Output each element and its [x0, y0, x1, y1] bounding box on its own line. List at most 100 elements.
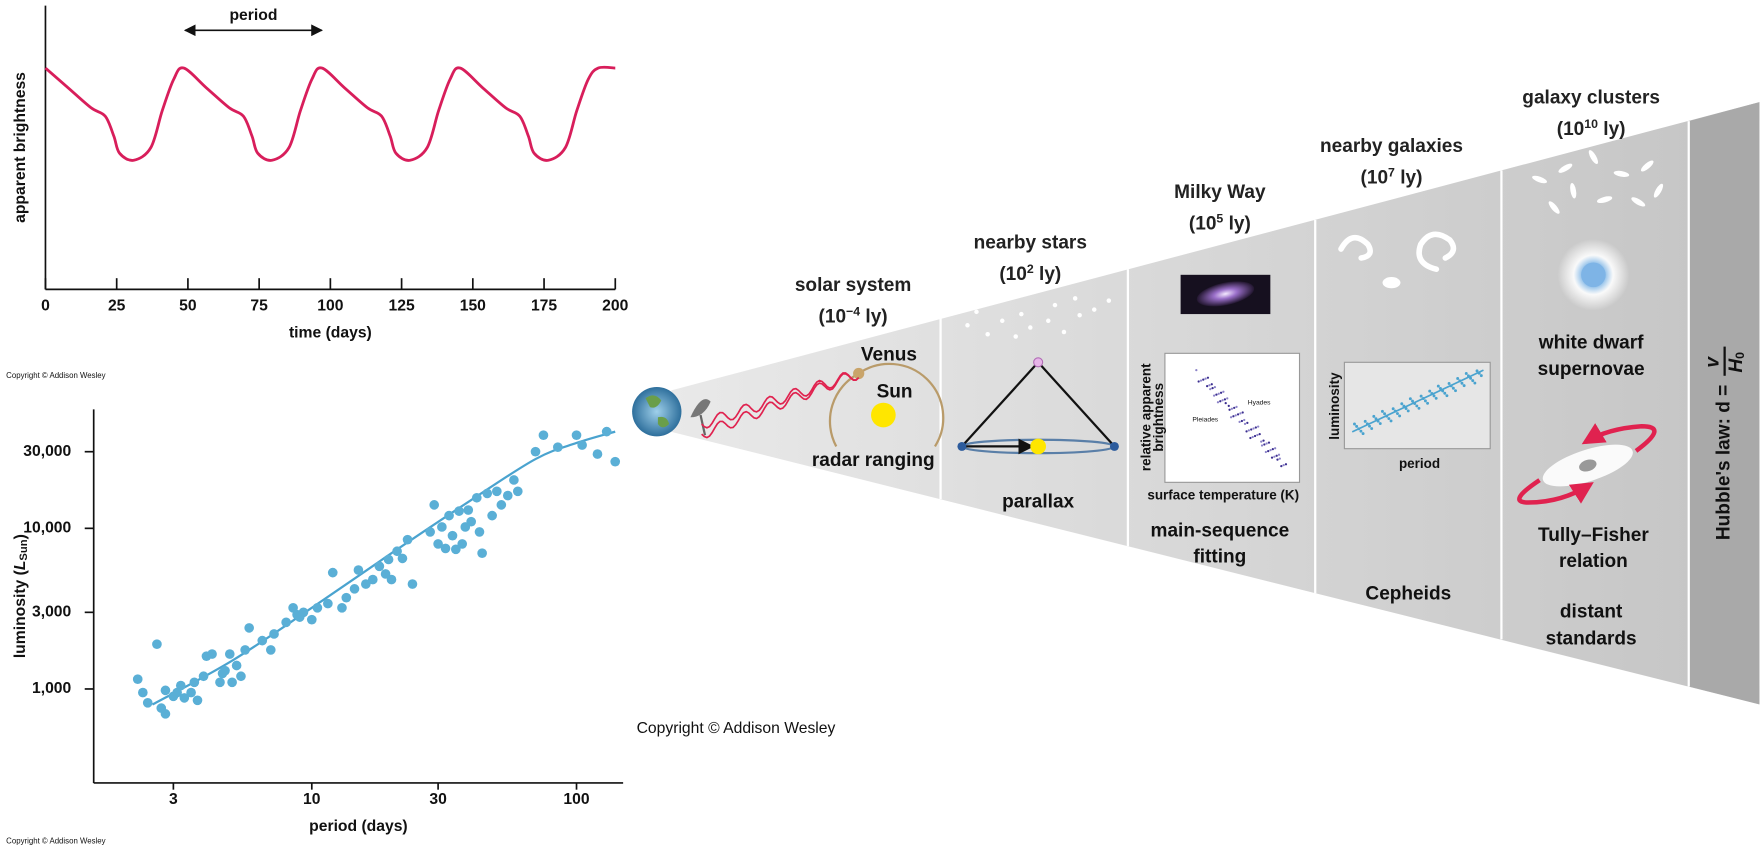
cepheid-point: [198, 671, 209, 682]
stage-name: galaxy clusters: [1522, 88, 1660, 109]
hubble-law: Hubble's law: d = v H0: [1702, 346, 1747, 540]
hr-dot: [1260, 444, 1264, 447]
star: [974, 309, 979, 315]
cepheid-point: [337, 603, 347, 613]
hr-dot: [1210, 383, 1213, 386]
star: [1013, 334, 1018, 339]
hr-dot: [1246, 421, 1249, 424]
star: [1000, 318, 1005, 324]
cepheid-dot: [1475, 369, 1479, 373]
radar-waves: [701, 372, 860, 439]
cepheid-point: [231, 660, 242, 671]
hr-dot: [1199, 379, 1203, 382]
hr-dot: [1211, 386, 1214, 390]
cluster-galaxy: [1548, 201, 1560, 214]
stage-scale-part: 10: [1584, 118, 1598, 132]
cepheid-point: [138, 687, 148, 698]
cepheid-dot: [1372, 414, 1376, 418]
hubble-denominator-subscript: 0: [1733, 352, 1747, 359]
hr-dot: [1245, 430, 1248, 433]
cepheid-point: [538, 430, 549, 441]
cepheid-point: [132, 674, 143, 685]
hr-dot: [1269, 448, 1272, 452]
cepheid-point: [298, 607, 309, 618]
hr-ylabel: brightness: [1151, 383, 1166, 452]
cepheid-dot: [1380, 409, 1384, 413]
cluster-galaxy: [1532, 175, 1547, 184]
x-tick-label: 25: [108, 297, 126, 314]
cepheid-point: [160, 685, 171, 696]
cone-end: [1688, 102, 1760, 705]
hr-dot: [1260, 440, 1263, 443]
hr-dot: [1267, 441, 1271, 444]
method-label: supernovae: [1538, 359, 1645, 380]
cepheid-dot: [1426, 401, 1430, 405]
stage-scale-part: 5: [1216, 212, 1223, 226]
cepheid-point: [407, 579, 418, 589]
x-tick-label: 100: [563, 791, 589, 808]
cepheid-point: [152, 639, 162, 650]
hr-dots: [1195, 369, 1288, 468]
cepheid-point: [374, 561, 385, 572]
hr-dot: [1222, 390, 1225, 393]
cepheid-dot: [1415, 404, 1419, 408]
hr-dot: [1257, 425, 1260, 428]
stage-scale-part: (10: [999, 264, 1027, 285]
cepheid-point: [509, 475, 519, 485]
cepheid-dot: [1378, 422, 1382, 426]
hr-dot: [1253, 434, 1257, 438]
hr-dot: [1224, 402, 1227, 405]
cluster-galaxy: [1588, 150, 1599, 164]
hr-dot: [1280, 465, 1283, 468]
radar-wave: [701, 372, 860, 429]
hr-dot: [1234, 414, 1237, 417]
cepheid-dot: [1389, 419, 1393, 423]
copyright: Copyright © Addison Wesley: [6, 371, 105, 380]
x-tick-label: 175: [531, 297, 557, 314]
cluster-galaxy: [1613, 170, 1630, 177]
stage-scale-part: ly): [1598, 119, 1626, 140]
cepheid-dot: [1387, 417, 1391, 420]
cluster-galaxy: [1653, 183, 1664, 198]
hr-dot: [1227, 404, 1230, 408]
hr-dot: [1265, 442, 1268, 445]
cepheid-dot: [1456, 377, 1460, 380]
hr-dot: [1256, 433, 1259, 437]
cepheid-dot: [1460, 381, 1464, 385]
cepheid-point: [220, 665, 230, 676]
cepheid-dot: [1408, 397, 1412, 401]
tully-fisher-galaxy: [1517, 423, 1657, 505]
cepheid-point: [451, 544, 461, 555]
period-label: period: [229, 7, 277, 24]
cepheid-point: [471, 492, 482, 503]
cepheid-dot: [1473, 381, 1477, 385]
white-dwarf-core: [1581, 262, 1606, 288]
stage-name: nearby stars: [974, 232, 1087, 253]
x-axis-label: period (days): [309, 818, 407, 835]
cepheid-point: [160, 709, 171, 719]
cepheid-point: [367, 574, 378, 585]
cepheid-point: [257, 635, 268, 646]
sun: [871, 402, 896, 428]
cepheid-fit: [1351, 369, 1484, 433]
charts: 0 25 50 75 100 125 150 175 200 time (days) apparen…: [6, 5, 629, 845]
stage-scale: (102 ly): [999, 262, 1061, 285]
cepheid-point: [353, 565, 364, 575]
hr-inset: [1164, 352, 1301, 483]
cepheid-point: [433, 539, 443, 549]
cepheid-point: [224, 649, 235, 659]
cepheid-point: [142, 697, 153, 708]
x-tick-label: 150: [460, 297, 486, 314]
cepheid-point: [610, 456, 621, 467]
cepheid-point: [530, 446, 541, 457]
cepheid-dot: [1469, 376, 1473, 380]
method-label: Cepheids: [1365, 584, 1451, 605]
y-tick-label: 10,000: [23, 519, 71, 536]
hr-dot: [1252, 427, 1255, 430]
hr-dot: [1276, 458, 1279, 461]
copyright: Copyright © Addison Wesley: [6, 836, 105, 845]
body-label: Sun: [877, 382, 913, 403]
cepheid-dot: [1445, 394, 1449, 398]
venus: [853, 367, 865, 380]
stage-name: nearby galaxies: [1320, 136, 1463, 157]
